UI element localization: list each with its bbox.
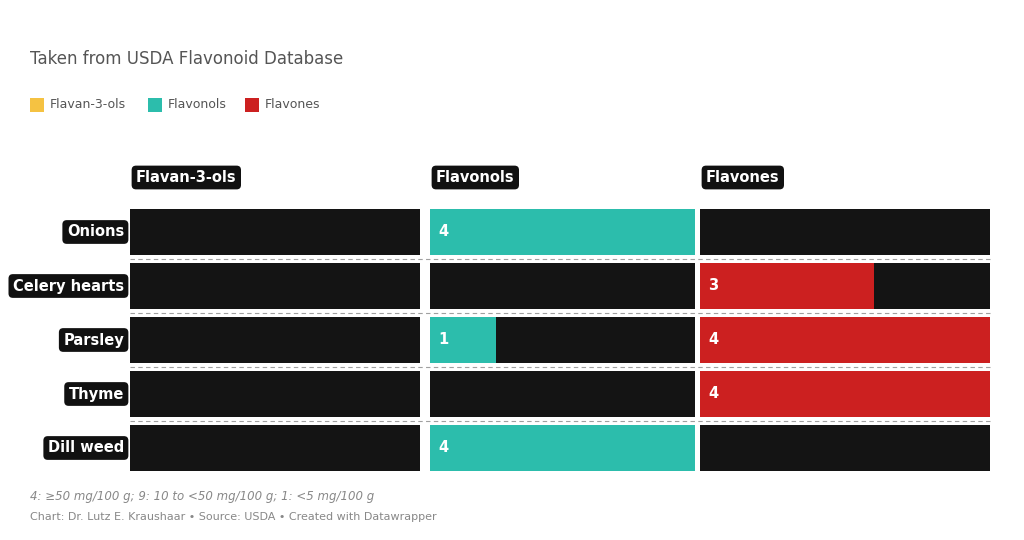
FancyBboxPatch shape [700, 209, 990, 255]
FancyBboxPatch shape [700, 263, 874, 309]
Text: Flavan-3-ols: Flavan-3-ols [50, 98, 126, 111]
Text: Flavonols: Flavonols [436, 170, 515, 185]
Text: 4: 4 [708, 387, 718, 402]
FancyBboxPatch shape [700, 371, 990, 417]
Text: Taken from USDA Flavonoid Database: Taken from USDA Flavonoid Database [30, 50, 343, 68]
FancyBboxPatch shape [148, 98, 162, 112]
FancyBboxPatch shape [130, 317, 420, 363]
Text: 4: 4 [438, 225, 449, 240]
Text: 4: ≥50 mg/100 g; 9: 10 to <50 mg/100 g; 1: <5 mg/100 g: 4: ≥50 mg/100 g; 9: 10 to <50 mg/100 g; … [30, 490, 374, 503]
Text: Flavones: Flavones [265, 98, 321, 111]
Text: Dill weed: Dill weed [48, 441, 124, 456]
Text: Chart: Dr. Lutz E. Kraushaar • Source: USDA • Created with Datawrapper: Chart: Dr. Lutz E. Kraushaar • Source: U… [30, 512, 436, 522]
FancyBboxPatch shape [130, 263, 420, 309]
FancyBboxPatch shape [430, 425, 695, 471]
Text: Flavonols: Flavonols [168, 98, 227, 111]
Text: 3: 3 [708, 279, 718, 294]
Text: Flavones: Flavones [706, 170, 779, 185]
FancyBboxPatch shape [700, 425, 990, 471]
FancyBboxPatch shape [130, 209, 420, 255]
Text: 4: 4 [708, 333, 718, 348]
FancyBboxPatch shape [130, 371, 420, 417]
Text: Parsley: Parsley [63, 333, 124, 348]
Text: 4: 4 [438, 441, 449, 456]
Text: Flavan-3-ols: Flavan-3-ols [136, 170, 237, 185]
FancyBboxPatch shape [430, 209, 695, 255]
FancyBboxPatch shape [430, 317, 497, 363]
Text: 1: 1 [438, 333, 449, 348]
FancyBboxPatch shape [700, 317, 990, 363]
FancyBboxPatch shape [245, 98, 259, 112]
FancyBboxPatch shape [874, 263, 990, 309]
Text: Thyme: Thyme [69, 387, 124, 402]
FancyBboxPatch shape [30, 98, 44, 112]
Text: Celery hearts: Celery hearts [13, 279, 124, 294]
Text: Onions: Onions [67, 225, 124, 240]
FancyBboxPatch shape [130, 425, 420, 471]
FancyBboxPatch shape [497, 317, 695, 363]
FancyBboxPatch shape [430, 263, 695, 309]
FancyBboxPatch shape [430, 371, 695, 417]
